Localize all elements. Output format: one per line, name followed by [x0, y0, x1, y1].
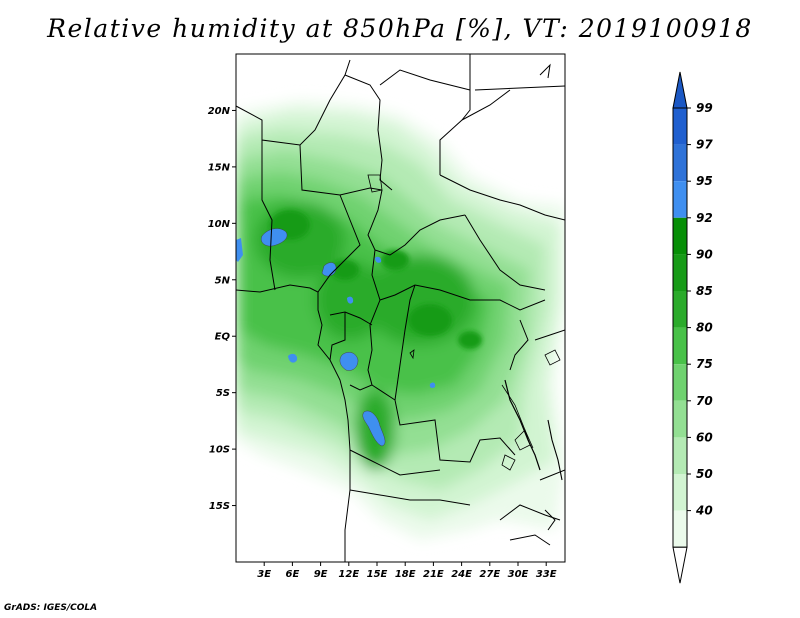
colorbar-label: 85	[696, 284, 713, 298]
colorbar-segment	[673, 400, 687, 438]
lat-tick-label: EQ	[215, 332, 231, 343]
colorbar-segment	[673, 327, 687, 365]
longitude-ticks: 3E 6E 9E 12E 15E 18E 21E 24E 27E 30E 33E	[257, 562, 557, 580]
lon-tick-label: 12E	[338, 569, 359, 580]
colorbar-segment	[673, 510, 687, 548]
lat-tick-label: 10S	[209, 445, 230, 456]
latitude-ticks: 20N 15N 10N 5N EQ 5S 10S 15S	[208, 106, 236, 512]
map-frame	[235, 53, 566, 563]
colorbar-segment	[673, 108, 687, 145]
colorbar-label: 60	[696, 430, 713, 444]
colorbar-label: 99	[696, 101, 713, 115]
lon-tick-label: 9E	[314, 569, 328, 580]
high-humidity-patches	[236, 228, 436, 447]
colorbar-bottom-arrow	[672, 546, 688, 584]
colorbar-label: 97	[696, 138, 713, 152]
country-borders	[236, 54, 565, 562]
lat-tick-label: 15N	[208, 162, 231, 173]
lat-tick-label: 10N	[208, 219, 231, 230]
colorbar-segment	[673, 181, 687, 218]
lat-tick-label: 20N	[208, 106, 231, 117]
colorbar-segment	[673, 291, 687, 328]
lon-tick-label: 3E	[257, 569, 271, 580]
colorbar-segment	[673, 437, 687, 474]
colorbar-segment	[673, 144, 687, 182]
lon-tick-label: 24E	[451, 569, 472, 580]
lat-tick-label: 15S	[209, 501, 230, 512]
lon-tick-label: 15E	[367, 569, 388, 580]
lon-tick-label: 33E	[536, 569, 557, 580]
colorbar-label: 75	[696, 357, 713, 371]
lon-tick-label: 27E	[479, 569, 500, 580]
colorbar-label: 80	[696, 321, 713, 335]
colorbar-label: 40	[695, 504, 713, 518]
colorbar-label: 50	[696, 467, 713, 481]
colorbar-label: 70	[696, 394, 713, 408]
lon-tick-label: 30E	[508, 569, 529, 580]
colorbar-segment	[673, 217, 687, 255]
lon-tick-label: 21E	[423, 569, 444, 580]
colorbar-segment	[673, 254, 687, 291]
lon-tick-label: 6E	[286, 569, 300, 580]
colorbar-top-arrow	[672, 71, 688, 109]
colorbar-label: 95	[696, 174, 713, 188]
colorbar-segment	[673, 474, 687, 511]
map-title: Relative humidity at 850hPa [%], VT: 201…	[47, 14, 753, 43]
lat-tick-label: 5S	[216, 388, 230, 399]
colorbar: 99 97 95 92 90 85 80 75 70 60 50 40	[672, 71, 713, 584]
colorbar-label: 92	[696, 211, 713, 225]
lat-tick-label: 5N	[215, 275, 231, 286]
colorbar-segment	[673, 364, 687, 401]
colorbar-label: 90	[696, 247, 713, 261]
footer-credit: GrADS: IGES/COLA	[4, 603, 98, 613]
lon-tick-label: 18E	[395, 569, 416, 580]
